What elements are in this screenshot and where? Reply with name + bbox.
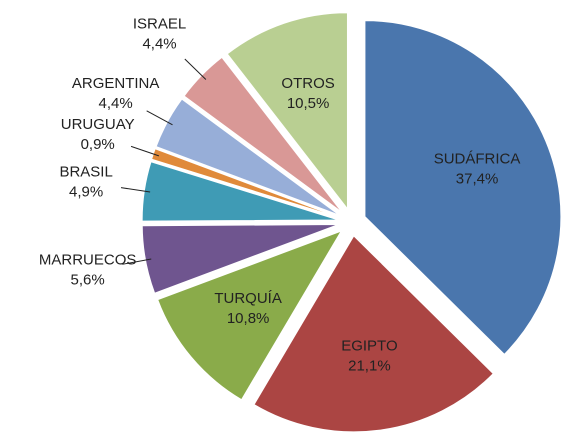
slice-label: BRASIL — [59, 163, 112, 180]
slice-value-label: 5,6% — [71, 272, 105, 289]
slice-value-label: 37,4% — [456, 171, 499, 188]
slice-value-label: 21,1% — [348, 357, 391, 374]
leader-line — [146, 110, 173, 126]
slice-label: ARGENTINA — [72, 75, 160, 92]
slice-label: OTROS — [281, 75, 334, 92]
leader-line — [120, 187, 151, 193]
pie-slice — [157, 230, 343, 401]
slice-label: URUGUAY — [61, 116, 135, 133]
slice-label: ISRAEL — [133, 15, 186, 32]
slice-label: SUDÁFRICA — [434, 151, 521, 168]
slice-value-label: 4,4% — [99, 95, 133, 112]
slice-label: TURQUÍA — [214, 290, 282, 307]
slice-label: MARRUECOS — [39, 252, 137, 269]
slice-value-label: 4,4% — [142, 35, 176, 52]
leader-line — [130, 145, 160, 157]
slice-value-label: 10,8% — [227, 310, 270, 327]
slice-value-label: 4,9% — [69, 183, 103, 200]
leader-line — [122, 258, 152, 265]
slice-value-label: 10,5% — [287, 95, 330, 112]
leader-line — [184, 58, 207, 80]
pie-slice — [226, 12, 348, 211]
pie-slice — [364, 20, 561, 356]
slice-label: EGIPTO — [341, 337, 397, 354]
pie-slice — [253, 235, 494, 433]
slice-value-label: 0,9% — [81, 136, 115, 153]
